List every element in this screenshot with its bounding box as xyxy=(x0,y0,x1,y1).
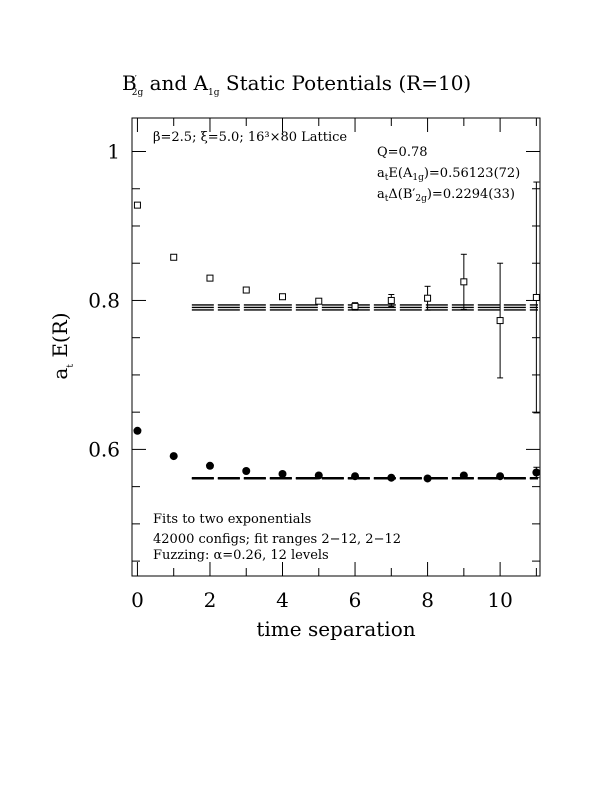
a1g-point xyxy=(278,469,287,478)
b2g-point xyxy=(170,253,178,261)
b2g-point xyxy=(133,201,141,209)
a1g-point xyxy=(205,461,214,470)
b2g-point xyxy=(460,278,468,286)
b2g-point xyxy=(496,317,504,325)
a1g-point xyxy=(496,472,505,481)
x-tick-label: 0 xyxy=(131,588,144,612)
error-bars xyxy=(352,181,540,479)
lattice-annotation: β=2.5; ξ=5.0; 16³×80 Lattice xyxy=(153,130,347,145)
configs-annotation: 42000 configs; fit ranges 2−12, 2−12 xyxy=(153,532,401,547)
b2g-point xyxy=(206,274,214,282)
b2g-point xyxy=(424,294,432,302)
data-points xyxy=(133,201,541,483)
a1g-point xyxy=(242,466,251,475)
y-axis-label: at E(R) xyxy=(48,312,76,379)
x-tick-label: 10 xyxy=(487,588,512,612)
a1g-point xyxy=(459,471,468,480)
x-tick-label: 6 xyxy=(349,588,362,612)
fuzzing-annotation: Fuzzing: α=0.26, 12 levels xyxy=(153,548,329,563)
a1g-energy-annotation: atE(A1g)=0.56123(72) xyxy=(377,166,520,183)
b2g-point xyxy=(242,286,250,294)
x-tick-label: 8 xyxy=(421,588,434,612)
a1g-point xyxy=(169,452,178,461)
y-ticks: 0.6 0.8 1 xyxy=(88,140,540,562)
x-tick-label: 2 xyxy=(204,588,217,612)
fit-lines xyxy=(191,304,538,480)
a1g-point xyxy=(351,472,360,481)
b2g-point xyxy=(532,293,540,301)
y-tick-label: 0.8 xyxy=(88,288,120,312)
a1g-point xyxy=(423,474,432,483)
b2g-point xyxy=(387,296,395,304)
a1g-point xyxy=(532,468,541,477)
b2g-point xyxy=(351,302,359,310)
b2g-point xyxy=(315,297,323,305)
y-tick-label: 1 xyxy=(107,140,120,164)
chart-title: B′ 2g and A1g Static Potentials (R=10) xyxy=(122,71,471,98)
a1g-point xyxy=(387,473,396,482)
x-ticks: 0 2 4 6 8 10 xyxy=(131,118,537,612)
fits-annotation: Fits to two exponentials xyxy=(153,512,311,527)
x-tick-label: 4 xyxy=(276,588,289,612)
b2g-gap-annotation: atΔ(B′2g)=0.2294(33) xyxy=(377,187,515,204)
b2g-point xyxy=(279,293,287,301)
y-tick-label: 0.6 xyxy=(88,437,120,461)
q-annotation: Q=0.78 xyxy=(377,145,428,160)
plot-frame xyxy=(131,117,541,577)
a1g-point xyxy=(133,426,142,435)
a1g-point xyxy=(314,471,323,480)
x-axis-label: time separation xyxy=(256,617,415,641)
